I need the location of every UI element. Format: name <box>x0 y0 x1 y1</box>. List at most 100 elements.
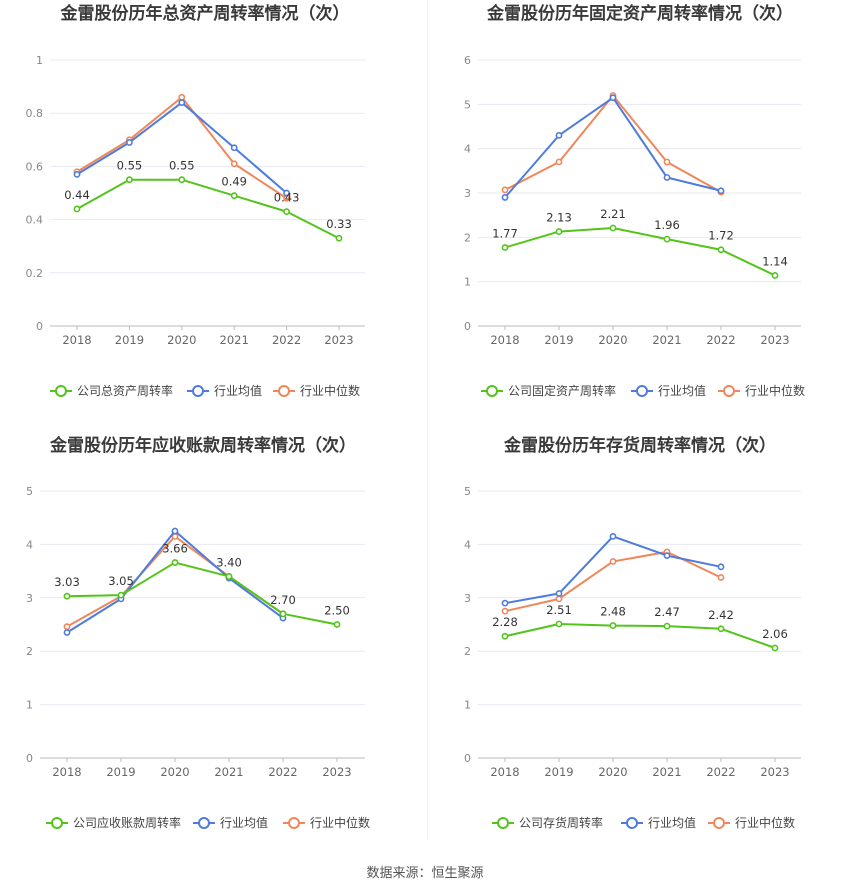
y-tick-label: 3 <box>26 592 33 605</box>
legend-item[interactable]: 行业均值 <box>631 383 706 398</box>
data-point[interactable] <box>63 629 71 636</box>
data-point[interactable] <box>279 610 287 618</box>
data-point[interactable] <box>501 244 509 251</box>
data-point[interactable] <box>555 620 563 628</box>
data-point[interactable] <box>717 625 725 633</box>
data-point[interactable] <box>717 574 725 581</box>
data-point[interactable] <box>609 558 617 565</box>
legend-marker-icon <box>713 817 725 829</box>
legend-label: 行业均值 <box>648 815 696 830</box>
panel-divider-vertical <box>427 0 428 840</box>
data-point[interactable] <box>125 139 133 146</box>
legend-item[interactable]: 行业中位数 <box>718 383 805 398</box>
data-point[interactable] <box>609 622 617 629</box>
y-tick-label: 6 <box>464 54 471 67</box>
data-point[interactable] <box>771 644 779 652</box>
data-point[interactable] <box>225 573 233 580</box>
data-point[interactable] <box>335 234 343 242</box>
series-line <box>504 94 722 193</box>
x-tick-label: 2022 <box>268 765 297 779</box>
data-label: 3.05 <box>108 574 134 588</box>
data-label: 1.14 <box>762 254 788 268</box>
data-point[interactable] <box>283 189 290 197</box>
data-source-note: 数据来源：恒生聚源 <box>366 866 484 881</box>
y-tick-label: 5 <box>464 98 471 111</box>
data-point[interactable] <box>663 174 671 181</box>
x-tick-label: 2020 <box>167 333 196 347</box>
legend-item[interactable]: 行业中位数 <box>283 815 370 830</box>
data-point[interactable] <box>717 563 725 571</box>
legend-marker-icon <box>198 817 210 829</box>
data-point[interactable] <box>333 621 341 628</box>
data-point[interactable] <box>63 592 71 600</box>
chart-svg: 金雷股份历年应收账款周转率情况（次） 0 1 2 3 4 5 2018 2019 2020 2021… <box>26 435 370 830</box>
data-point[interactable] <box>178 99 186 106</box>
data-label: 2.70 <box>270 593 296 607</box>
legend-item[interactable]: 公司固定资产周转率 <box>481 383 616 398</box>
legend-item[interactable]: 行业均值 <box>621 815 696 830</box>
data-point[interactable] <box>501 607 509 615</box>
legend-item[interactable]: 行业中位数 <box>273 383 360 398</box>
data-point[interactable] <box>230 192 238 200</box>
data-point[interactable] <box>73 170 81 178</box>
data-point[interactable] <box>171 527 179 535</box>
data-point[interactable] <box>501 186 509 194</box>
legend-item[interactable]: 行业均值 <box>187 383 262 398</box>
legend-item[interactable]: 公司应收账款周转率 <box>46 815 181 830</box>
legend-label: 行业中位数 <box>745 383 805 398</box>
data-point[interactable] <box>125 176 133 184</box>
data-label: 2.51 <box>546 603 572 617</box>
x-tick-label: 2019 <box>544 333 573 347</box>
data-point[interactable] <box>63 623 71 631</box>
data-point[interactable] <box>663 235 671 243</box>
chart-title: 金雷股份历年固定资产周转率情况（次） <box>486 3 793 24</box>
data-point[interactable] <box>555 595 563 603</box>
data-point[interactable] <box>663 158 671 166</box>
data-label: 0.55 <box>169 159 195 173</box>
x-tick-label: 2020 <box>598 333 627 347</box>
legend-marker-icon <box>723 385 735 397</box>
legend-marker-icon <box>497 817 509 829</box>
y-tick-label: 0.4 <box>26 214 44 227</box>
data-point[interactable] <box>501 194 509 201</box>
data-point[interactable] <box>663 622 671 630</box>
y-tick-label: 3 <box>464 187 471 200</box>
data-point[interactable] <box>555 158 563 166</box>
x-tick-label: 2022 <box>706 765 735 779</box>
legend-label: 行业均值 <box>220 815 268 830</box>
data-point[interactable] <box>283 208 290 216</box>
data-point[interactable] <box>230 160 238 168</box>
series-line <box>66 561 338 626</box>
legend-item[interactable]: 公司存货周转率 <box>492 815 603 830</box>
data-point[interactable] <box>555 590 563 597</box>
legend-marker-icon <box>55 385 67 397</box>
data-point[interactable] <box>609 94 617 102</box>
data-point[interactable] <box>178 176 186 184</box>
data-point[interactable] <box>501 599 509 607</box>
legend-item[interactable]: 行业均值 <box>193 815 268 830</box>
data-point[interactable] <box>171 559 179 566</box>
data-point[interactable] <box>717 246 725 254</box>
legend-item[interactable]: 公司总资产周转率 <box>50 383 173 398</box>
data-point[interactable] <box>117 591 125 599</box>
x-tick-label: 2023 <box>324 333 353 347</box>
data-label: 2.42 <box>708 608 734 622</box>
data-point[interactable] <box>555 131 563 139</box>
y-tick-label: 2 <box>26 645 33 658</box>
data-point[interactable] <box>555 228 563 235</box>
data-point[interactable] <box>663 552 671 560</box>
legend-label: 行业中位数 <box>735 815 795 830</box>
x-tick-label: 2018 <box>490 765 519 779</box>
data-point[interactable] <box>609 532 617 540</box>
data-point[interactable] <box>73 205 81 213</box>
data-point[interactable] <box>771 272 779 279</box>
data-point[interactable] <box>717 187 725 195</box>
data-point[interactable] <box>609 224 617 232</box>
data-label: 0.55 <box>117 159 143 173</box>
legend-item[interactable]: 行业中位数 <box>708 815 795 830</box>
data-point[interactable] <box>230 144 238 152</box>
x-tick-label: 2020 <box>160 765 189 779</box>
legend-marker-icon <box>51 817 63 829</box>
data-point[interactable] <box>501 632 509 640</box>
data-point[interactable] <box>178 93 186 101</box>
